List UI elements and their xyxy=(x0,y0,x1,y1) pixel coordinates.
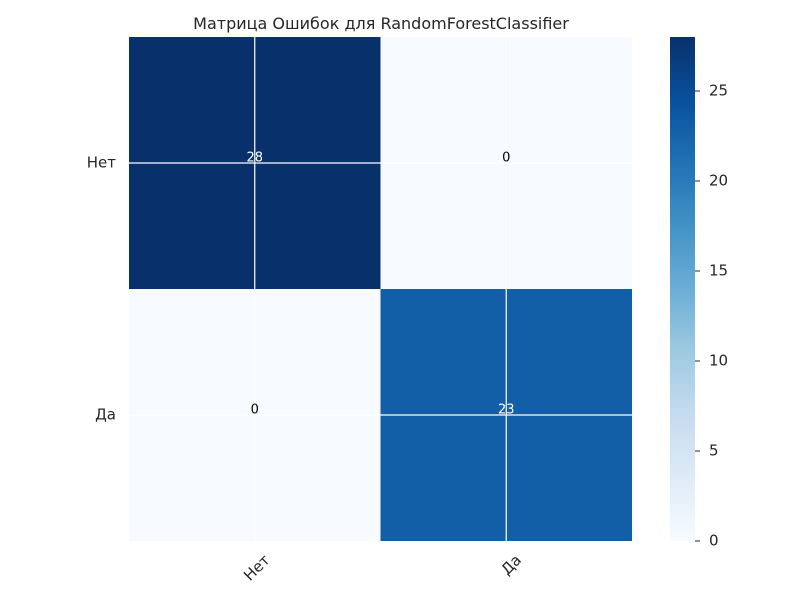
colorbar-tick-labels: 0 5 10 15 20 25 xyxy=(695,82,728,550)
chart-title: Матрица Ошибок для RandomForestClassifie… xyxy=(193,14,569,33)
cell-value-label-r1-c0: 0 xyxy=(251,403,259,418)
colorbar xyxy=(670,37,695,541)
y-tick-label: Да xyxy=(95,406,116,424)
y-tick-label: Нет xyxy=(87,154,117,172)
x-axis-tick-labels: Нет Да xyxy=(240,551,525,585)
colorbar-tick-label: 25 xyxy=(709,82,728,100)
cell-value-label-r0-c1: 0 xyxy=(502,151,510,166)
x-tick-label: Нет xyxy=(240,551,274,585)
heatmap-cell-labels: 28 0 0 23 xyxy=(246,151,514,418)
y-axis-tick-labels: Нет Да xyxy=(87,154,117,424)
heatmap-cells xyxy=(129,37,632,541)
colorbar-tick-label: 10 xyxy=(709,352,728,370)
colorbar-tick-label: 15 xyxy=(709,262,728,280)
colorbar-tick-label: 5 xyxy=(709,442,719,460)
cell-value-label-r1-c1: 23 xyxy=(498,403,515,418)
colorbar-tick-label: 20 xyxy=(709,172,728,190)
heatmap-grid xyxy=(129,37,632,541)
cell-value-label-r0-c0: 28 xyxy=(246,151,263,166)
colorbar-tick-label: 0 xyxy=(709,532,719,550)
x-tick-label: Да xyxy=(497,551,525,579)
